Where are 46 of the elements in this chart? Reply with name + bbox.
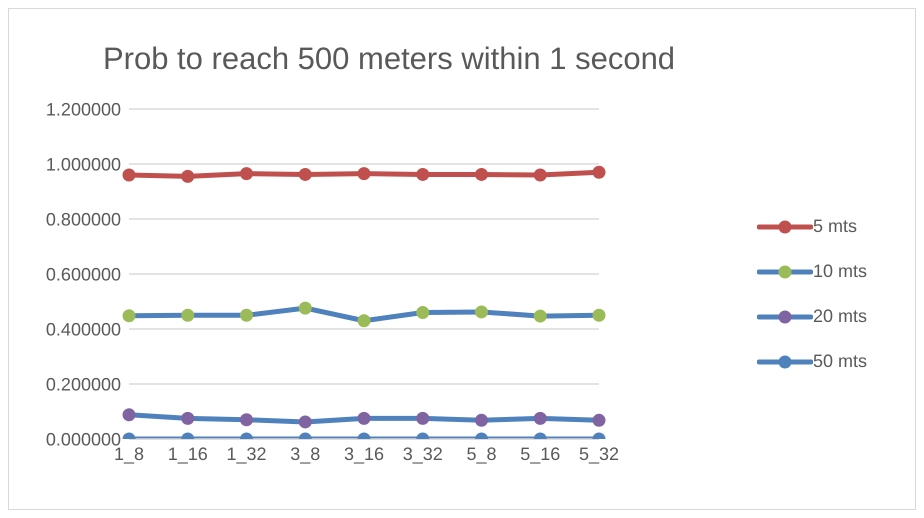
- chart-title: Prob to reach 500 meters within 1 second: [102, 41, 676, 77]
- legend-label: 20 mts: [813, 306, 868, 327]
- point: [416, 412, 430, 425]
- x-tick-label: 5_16: [520, 444, 560, 464]
- point: [416, 168, 430, 181]
- x-tick-label: 1_16: [168, 444, 208, 464]
- point: [122, 408, 136, 422]
- point: [122, 309, 136, 322]
- point: [592, 308, 606, 322]
- point: [240, 308, 253, 322]
- point: [475, 414, 488, 427]
- legend-label: 5 mts: [813, 216, 858, 237]
- point: [298, 415, 312, 428]
- point: [534, 168, 547, 182]
- point: [534, 412, 547, 425]
- point: [181, 308, 194, 322]
- point: [534, 310, 547, 323]
- x-tick-label: 5_8: [466, 444, 497, 464]
- point: [298, 302, 312, 315]
- point: [475, 305, 488, 318]
- point: [358, 167, 370, 180]
- point: [358, 412, 370, 425]
- legend-label: 10 mts: [813, 261, 868, 282]
- point: [181, 412, 194, 425]
- point: [416, 306, 430, 319]
- x-tick-label: 3_16: [344, 444, 384, 464]
- point: [475, 168, 488, 181]
- point: [592, 166, 606, 179]
- point: [592, 414, 606, 427]
- y-tick-label: 1.200000: [46, 99, 121, 120]
- x-tick-label: 5_32: [578, 444, 620, 464]
- point: [240, 167, 253, 180]
- x-tick-label: 3_32: [402, 444, 443, 464]
- y-tick-label: 0.800000: [46, 209, 121, 230]
- y-tick-label: 1.000000: [46, 154, 121, 174]
- point: [298, 168, 312, 181]
- point: [240, 413, 253, 426]
- y-tick-label: 0.400000: [46, 319, 121, 340]
- y-tick-label: 0.200000: [46, 374, 121, 394]
- legend-label: 50 mts: [813, 351, 868, 372]
- point: [122, 168, 136, 182]
- point: [181, 170, 194, 183]
- x-tick-label: 1_32: [226, 444, 267, 464]
- x-tick-label: 3_8: [290, 444, 320, 464]
- y-tick-label: 0.600000: [46, 264, 121, 284]
- point: [358, 314, 370, 328]
